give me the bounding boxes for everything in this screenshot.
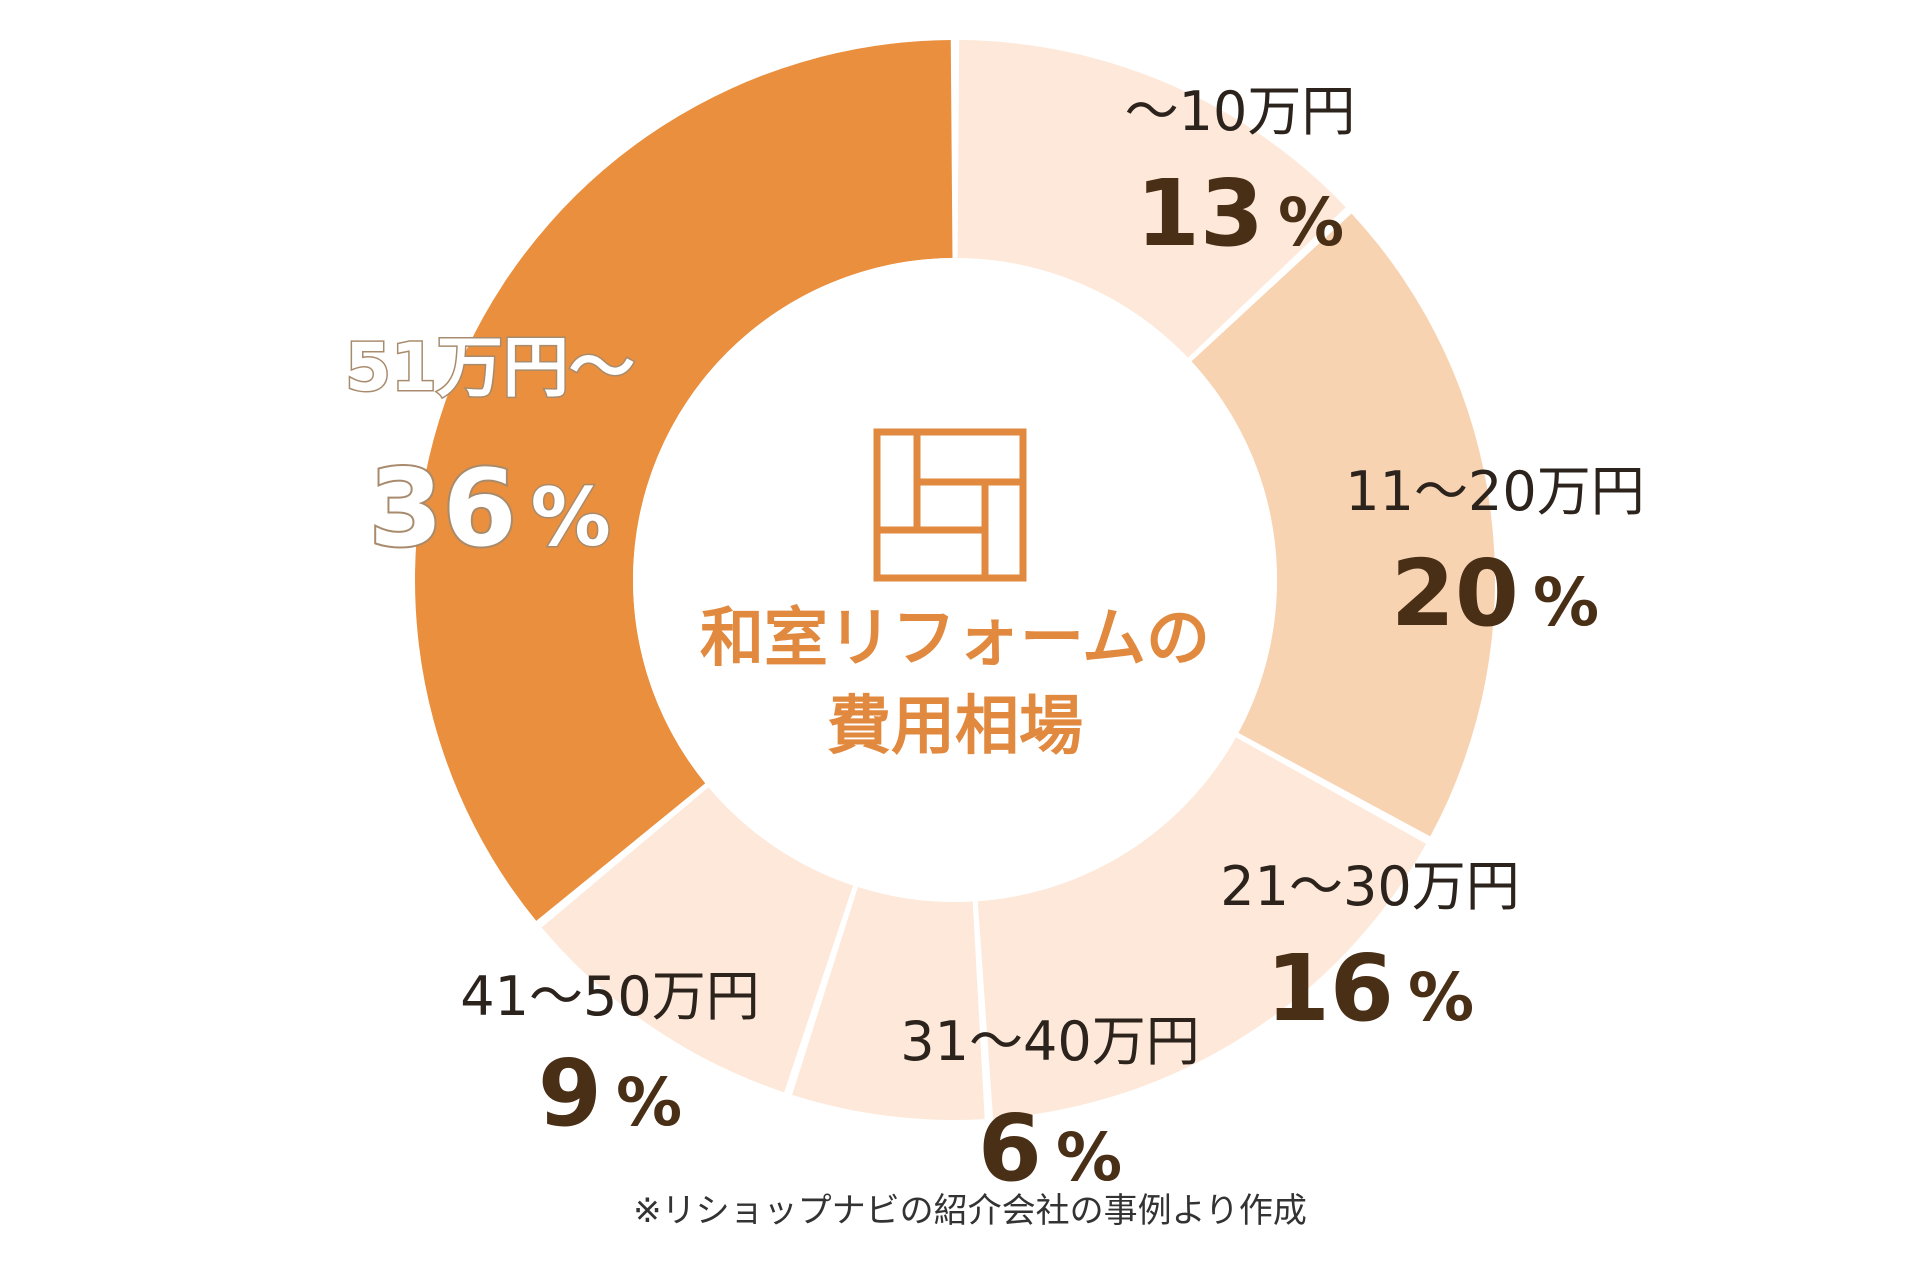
slice-51-plus (415, 40, 953, 921)
labels-layer: 〜10万円 13 % 11〜20万円 20 % 21〜30万円 16 % 31〜40万円 6 % 41〜… (344, 80, 1645, 1202)
slice-label-21-30: 21〜30万円 (1220, 855, 1519, 918)
slice-31-40 (792, 887, 985, 1120)
slice-label-31-40: 31〜40万円 (900, 1010, 1199, 1073)
slices-layer (415, 40, 1495, 1120)
slice-label-upto-10: 〜10万円 (1125, 80, 1356, 143)
slice-value-51-plus: 36% (369, 447, 611, 570)
slice-21-30 (977, 737, 1427, 1119)
slice-label-11-20: 11〜20万円 (1345, 460, 1644, 523)
slice-0-10 (957, 40, 1346, 358)
slice-value-upto-10: 13% (1136, 160, 1344, 267)
slice-11-20 (1191, 213, 1495, 837)
chart-title-line-1: 和室リフォームの (700, 602, 1210, 676)
slice-value-31-40: 6% (978, 1095, 1122, 1202)
tatami-icon (873, 428, 1027, 582)
slice-value-11-20: 20% (1391, 540, 1599, 647)
footnote: ※リショップナビの紹介会社の事例より作成 (633, 1191, 1307, 1231)
slice-label-51-plus: 51万円〜 (345, 329, 635, 406)
slice-41-50 (541, 787, 854, 1093)
slice-label-41-50: 41〜50万円 (460, 965, 759, 1028)
slice-value-21-30: 16% (1266, 935, 1474, 1042)
slice-value-41-50: 9% (538, 1040, 682, 1147)
chart-title-line-2: 費用相場 (827, 690, 1083, 764)
